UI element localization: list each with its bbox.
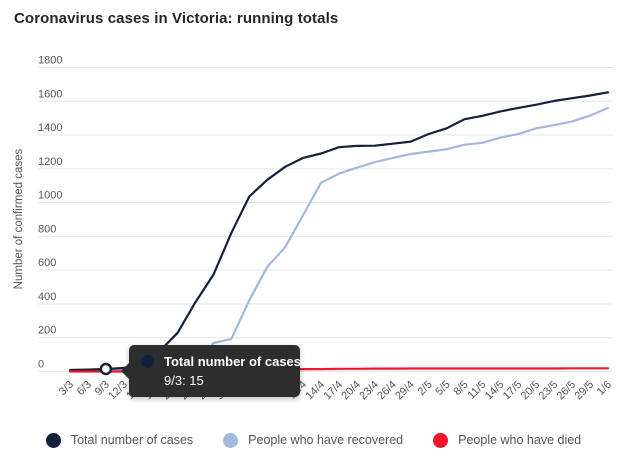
y-tick-label: 1000 <box>38 190 62 202</box>
legend-label-died: People who have died <box>458 433 582 447</box>
legend-label-recovered: People who have recovered <box>248 433 404 447</box>
y-tick-label: 200 <box>38 325 56 337</box>
series-line-total[interactable] <box>68 91 610 372</box>
legend-item-recovered[interactable]: People who have recovered <box>223 432 404 448</box>
y-axis-title: Number of confirmed cases <box>13 148 25 289</box>
page-title: Coronavirus cases in Victoria: running t… <box>14 10 339 27</box>
hover-point-marker[interactable] <box>99 362 113 376</box>
legend-dot-recovered-icon <box>223 432 239 448</box>
y-tick-label: 0 <box>38 359 44 371</box>
x-tick-label: 5/5 <box>433 379 452 398</box>
tooltip-series-name: Total number of cases <box>164 354 302 369</box>
legend-item-died[interactable]: People who have died <box>433 432 582 448</box>
tooltip: Total number of cases 9/3: 15 <box>121 345 302 397</box>
tooltip-arrow-icon <box>121 363 129 379</box>
y-tick-label: 400 <box>38 291 56 303</box>
x-tick-label: 6/3 <box>75 379 94 398</box>
y-tick-label: 800 <box>38 223 56 235</box>
x-tick-label: 1/6 <box>595 379 614 398</box>
x-tick-label: 3/3 <box>57 379 76 398</box>
y-tick-label: 1600 <box>38 88 62 100</box>
legend-dot-total-icon <box>45 432 61 448</box>
legend-dot-died-icon <box>433 432 449 448</box>
tooltip-series-dot-icon <box>141 355 154 368</box>
y-tick-label: 1800 <box>38 55 62 67</box>
y-tick-label: 600 <box>38 257 56 269</box>
tooltip-value: 9/3: 15 <box>164 373 204 388</box>
y-tick-label: 1400 <box>38 122 62 134</box>
x-tick-label: 2/5 <box>415 379 434 398</box>
legend: Total number of cases People who have re… <box>0 428 627 452</box>
y-tick-label: 1200 <box>38 156 62 168</box>
legend-label-total: Total number of cases <box>70 433 194 447</box>
legend-item-total[interactable]: Total number of cases <box>45 432 194 448</box>
x-tick-label: 29/4 <box>393 379 417 403</box>
x-tick-label: 29/5 <box>573 379 597 403</box>
